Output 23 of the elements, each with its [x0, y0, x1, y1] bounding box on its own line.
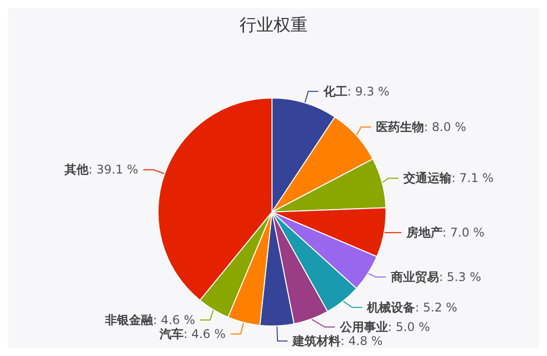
slice-label: 其他	[64, 162, 90, 177]
slice-label: 交通运输	[402, 171, 453, 186]
data-label: : 4.6 %	[152, 313, 196, 328]
slice-label: 机械设备	[366, 300, 416, 314]
data-label: : 7.1 %	[452, 171, 494, 186]
data-label: : 39.1 %	[88, 162, 138, 177]
data-label: : 7.0 %	[442, 226, 485, 240]
slice-label: 建筑材料	[292, 334, 341, 348]
chart-title: 行业权重	[240, 16, 308, 36]
data-label: : 8.0 %	[424, 120, 466, 134]
data-label: : 4.8 %	[340, 334, 383, 348]
data-label: : 5.0 %	[388, 320, 430, 334]
data-label: : 9.3 %	[347, 84, 390, 98]
slice-label: 医药生物	[376, 120, 424, 134]
slice-label: 公用事业	[338, 320, 388, 334]
data-label: : 5.2 %	[415, 300, 458, 314]
data-label: : 5.3 %	[438, 270, 482, 284]
slice-label: 汽车	[158, 327, 184, 342]
slice-label: 商业贸易	[390, 270, 439, 284]
slice-label: 非银金融	[104, 313, 154, 328]
slice-label: 化工	[322, 84, 348, 98]
data-label: : 4.6 %	[183, 327, 226, 342]
slice-label: 房地产	[405, 226, 442, 240]
